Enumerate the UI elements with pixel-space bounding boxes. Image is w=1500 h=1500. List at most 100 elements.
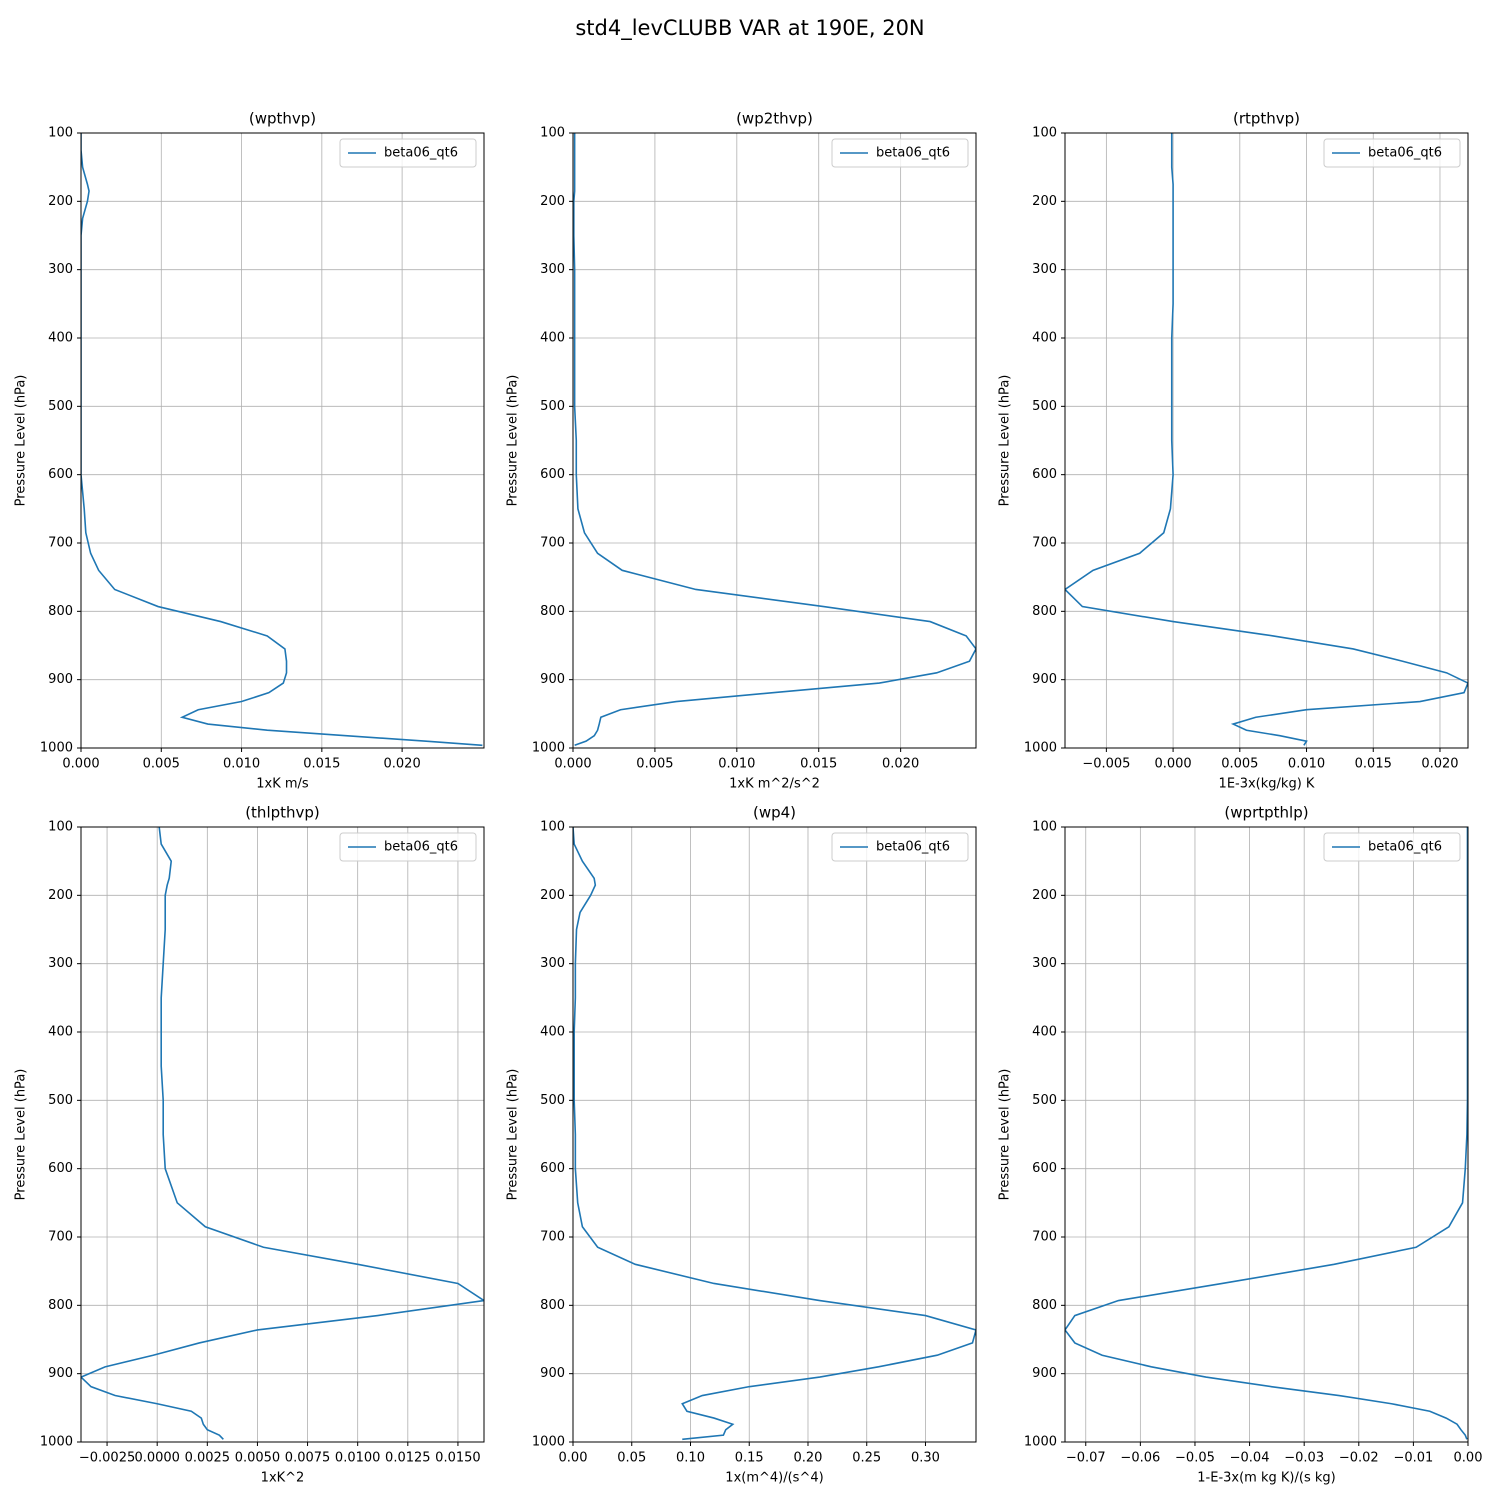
y-tick-label: 1000 [1024, 741, 1057, 756]
x-tick-label: −0.01 [1393, 1451, 1433, 1466]
y-tick-label: 900 [48, 672, 73, 687]
x-tick-label: 0.00 [559, 1451, 588, 1466]
y-tick-label: 100 [1032, 126, 1057, 141]
y-tick-label: 900 [48, 1366, 73, 1381]
y-tick-label: 300 [540, 262, 565, 277]
x-tick-label: 0.010 [1288, 757, 1325, 772]
x-tick-label: 0.000 [554, 757, 591, 772]
y-tick-label: 300 [48, 956, 73, 971]
y-axis-label: Pressure Level (hPa) [506, 1069, 521, 1201]
y-tick-label: 800 [1032, 1298, 1057, 1313]
legend: beta06_qt6 [339, 138, 477, 168]
legend-label: beta06_qt6 [876, 840, 950, 855]
y-tick-label: 900 [1032, 1366, 1057, 1381]
x-axis-label: 1-E-3x(m kg K)/(s kg) [1197, 1471, 1335, 1486]
axes-frame [1064, 132, 1469, 749]
y-tick-label: 400 [540, 331, 565, 346]
axes-frame [1064, 826, 1469, 1443]
subplot: 0.000 0.005 0.010 0.015 0.020 100 200 300 400 500… [506, 110, 977, 792]
y-tick-label: 600 [540, 1161, 565, 1176]
figure-title: std4_levCLUBB VAR at 190E, 20N [575, 16, 924, 41]
y-axis-label: Pressure Level (hPa) [998, 375, 1013, 507]
x-tick-label: 0.005 [1221, 757, 1258, 772]
y-tick-label: 1000 [40, 1435, 73, 1450]
x-tick-label: 0.0050 [235, 1451, 281, 1466]
subplot: −0.005 0.000 0.005 0.010 0.015 0.020 100 200 300… [998, 110, 1469, 792]
y-tick-label: 400 [48, 1025, 73, 1040]
y-tick-label: 500 [1032, 399, 1057, 414]
y-tick-label: 100 [540, 126, 565, 141]
x-tick-label: 0.020 [882, 757, 919, 772]
subplot-title: (wp4) [753, 804, 796, 822]
y-tick-label: 400 [48, 331, 73, 346]
legend-label: beta06_qt6 [384, 840, 458, 855]
y-tick-label: 900 [540, 672, 565, 687]
y-tick-label: 1000 [532, 741, 565, 756]
axes-frame [572, 132, 977, 749]
x-tick-label: 0.15 [735, 1451, 764, 1466]
x-tick-label: 0.0100 [335, 1451, 381, 1466]
x-axis-label: 1xK m^2/s^2 [729, 777, 820, 792]
legend-box [1323, 138, 1461, 168]
plot-area [81, 133, 483, 747]
y-tick-label: 1000 [40, 741, 73, 756]
y-tick-label: 800 [48, 1298, 73, 1313]
legend: beta06_qt6 [831, 138, 969, 168]
subplot-title: (wp2thvp) [736, 110, 813, 128]
legend: beta06_qt6 [831, 832, 969, 862]
subplot: 0.000 0.005 0.010 0.015 0.020 100 200 300 400 500… [14, 110, 485, 792]
legend-label: beta06_qt6 [384, 146, 458, 161]
x-tick-label: 0.0075 [285, 1451, 331, 1466]
axes-frame [80, 132, 485, 749]
legend-box [831, 832, 969, 862]
x-tick-label: 0.010 [223, 757, 260, 772]
subplot: 0.00 0.05 0.10 0.15 0.20 0.25 0.30 100 200 300 400… [506, 804, 977, 1486]
y-axis-label: Pressure Level (hPa) [506, 375, 521, 507]
x-tick-label: −0.02 [1339, 1451, 1379, 1466]
legend-label: beta06_qt6 [876, 146, 950, 161]
plot-area [573, 133, 976, 747]
x-tick-label: 0.000 [62, 757, 99, 772]
y-tick-label: 200 [48, 194, 73, 209]
y-tick-label: 1000 [532, 1435, 565, 1450]
x-tick-label: 0.20 [794, 1451, 823, 1466]
y-tick-label: 600 [540, 467, 565, 482]
y-tick-label: 100 [1032, 820, 1057, 835]
subplot-title: (thlpthvp) [245, 804, 320, 822]
y-tick-label: 500 [48, 399, 73, 414]
y-tick-label: 800 [48, 604, 73, 619]
x-tick-label: 0.30 [911, 1451, 940, 1466]
y-tick-label: 800 [1032, 604, 1057, 619]
y-tick-label: 800 [540, 604, 565, 619]
x-tick-label: 0.005 [143, 757, 180, 772]
subplot-title: (wprtpthlp) [1224, 804, 1308, 822]
legend-label: beta06_qt6 [1368, 840, 1442, 855]
plot-area [81, 827, 484, 1440]
x-tick-label: 0.0150 [435, 1451, 481, 1466]
y-tick-label: 600 [48, 467, 73, 482]
x-tick-label: −0.07 [1066, 1451, 1106, 1466]
subplot-title: (wpthvp) [249, 110, 316, 128]
y-axis-label: Pressure Level (hPa) [14, 1069, 29, 1201]
x-tick-label: 0.000 [1154, 757, 1191, 772]
plot-area [573, 827, 976, 1441]
series-line [1065, 133, 1468, 746]
x-tick-label: 0.010 [718, 757, 755, 772]
y-tick-label: 600 [1032, 467, 1057, 482]
x-tick-label: 0.25 [852, 1451, 881, 1466]
y-tick-label: 900 [540, 1366, 565, 1381]
y-axis-label: Pressure Level (hPa) [14, 375, 29, 507]
legend-box [831, 138, 969, 168]
y-tick-label: 700 [1032, 536, 1057, 551]
y-tick-label: 700 [48, 1230, 73, 1245]
x-tick-label: 0.0025 [185, 1451, 231, 1466]
subplot-title: (rtpthvp) [1233, 110, 1300, 128]
y-tick-label: 100 [48, 126, 73, 141]
x-axis-label: 1x(m^4)/(s^4) [725, 1471, 823, 1486]
legend-box [339, 832, 477, 862]
series-line [81, 133, 483, 747]
y-tick-label: 200 [1032, 194, 1057, 209]
y-tick-label: 500 [540, 399, 565, 414]
x-tick-label: −0.03 [1284, 1451, 1324, 1466]
x-tick-label: −0.0025 [79, 1451, 135, 1466]
